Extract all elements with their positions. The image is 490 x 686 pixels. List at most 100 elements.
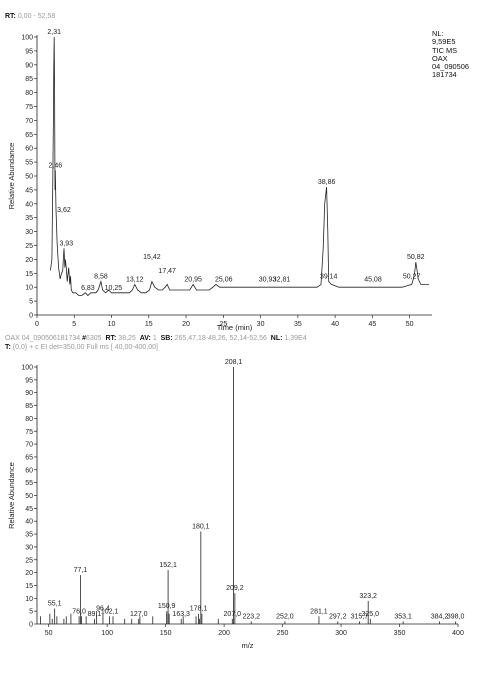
peak-label: 39,14 <box>320 274 338 281</box>
x-tick-label: 20 <box>182 321 190 328</box>
av-label: AV: <box>139 335 151 342</box>
x-tick-label: 5 <box>72 321 76 328</box>
y-tick-label: 90 <box>25 390 33 397</box>
peak-label: 38,86 <box>318 179 336 186</box>
peak-label: 223,2 <box>242 613 260 620</box>
y-tick-label: 50 <box>25 493 33 500</box>
x-tick-label: 35 <box>294 321 302 328</box>
y-tick-label: 95 <box>25 48 33 55</box>
peak-label: 10,25 <box>105 285 123 292</box>
y-tick-label: 10 <box>25 596 33 603</box>
peak-label: 32,81 <box>273 276 291 283</box>
x-axis-title: m/z <box>241 641 253 650</box>
nl-info-line: 04_090506 <box>432 62 469 72</box>
y-tick-label: 65 <box>25 132 33 139</box>
y-tick-label: 40 <box>25 519 33 526</box>
y-tick-label: 65 <box>25 454 33 461</box>
peak-label: 6,83 <box>81 285 95 292</box>
x-tick-label: 200 <box>218 630 230 637</box>
spectrum-nl-value: 1,39E4 <box>284 335 307 342</box>
peak-label: 2,31 <box>47 29 61 36</box>
peak-label: 55,1 <box>48 601 62 608</box>
peak-label: 163,3 <box>172 611 190 618</box>
filter-label: T: <box>5 344 11 351</box>
peak-label: 281,1 <box>310 608 328 615</box>
chromatogram-header: RT: 0,00 - 52,58 <box>5 13 55 20</box>
y-tick-label: 70 <box>25 442 33 449</box>
peak-label: 297,2 <box>329 613 347 620</box>
x-tick-label: 50 <box>45 630 53 637</box>
x-tick-label: 40 <box>331 321 339 328</box>
nl-info-line: TIC MS <box>432 45 458 55</box>
mass-spectrum-chart: 0 5 10 15 20 25 30 35 40 45 50 55 60 65 70 75 80 85 90 95 10… <box>7 359 465 650</box>
x-tick-label: 0 <box>35 321 39 328</box>
rt-range: 0,00 - 52,58 <box>17 13 56 20</box>
peak-label: 209,2 <box>226 585 244 592</box>
nl-info-line: 9,59E5 <box>432 37 456 47</box>
peak-label: 102,1 <box>101 608 119 615</box>
peak-label: 3,93 <box>59 240 73 247</box>
peak-label: 15,42 <box>143 254 161 261</box>
peak-label: 50,82 <box>407 254 425 261</box>
peak-label: 45,08 <box>364 276 382 283</box>
y-tick-label: 40 <box>25 201 33 208</box>
x-tick-label: 50 <box>406 321 414 328</box>
peak-label: 207,0 <box>224 611 242 618</box>
y-tick-label: 10 <box>25 285 33 292</box>
y-tick-label: 45 <box>25 506 33 513</box>
x-tick-label: 15 <box>145 321 153 328</box>
spectrum-header-line1: OAX 04_090506181734 #6305 RT: 38,25 AV: … <box>5 335 307 342</box>
nl-info-line: OAX <box>432 53 448 63</box>
y-tick-label: 50 <box>25 174 33 181</box>
y-tick-label: 60 <box>25 467 33 474</box>
peak-label: 25,06 <box>215 276 233 283</box>
y-axis-title: Relative Abundance <box>7 143 16 210</box>
peak-label: 17,47 <box>158 268 176 275</box>
y-tick-label: 5 <box>29 299 33 306</box>
y-tick-label: 25 <box>25 557 33 564</box>
x-tick-label: 25 <box>219 321 227 328</box>
peak-label: 30,93 <box>259 276 277 283</box>
peak-label: 180,1 <box>192 523 210 530</box>
spectrum-rt-value: 38,25 <box>118 335 136 342</box>
peak-label: 208,1 <box>225 359 243 366</box>
y-axis-title: Relative Abundance <box>7 462 16 529</box>
peak-label: 398,0 <box>447 613 465 620</box>
peak-label: 77,1 <box>74 567 88 574</box>
y-tick-label: 85 <box>25 76 33 83</box>
nl-info-line: 181734 <box>432 70 457 80</box>
spectrum-file: OAX 04_090506181734 <box>5 335 81 342</box>
x-tick-label: 300 <box>335 630 347 637</box>
rt-label: RT: <box>5 13 16 20</box>
y-tick-label: 55 <box>25 480 33 487</box>
x-tick-label: 30 <box>257 321 265 328</box>
scan-prefix: # <box>82 335 86 342</box>
peak-label: 315,7 <box>351 613 369 620</box>
peak-label: 89,1 <box>88 611 102 618</box>
peak-label: 2,46 <box>49 162 63 169</box>
peak-label: 3,62 <box>57 207 71 214</box>
x-tick-label: 100 <box>101 630 113 637</box>
y-tick-label: 55 <box>25 160 33 167</box>
av-value: 1 <box>152 335 157 342</box>
peak-label: 152,1 <box>159 562 177 569</box>
y-tick-label: 20 <box>25 257 33 264</box>
x-tick-label: 150 <box>160 630 172 637</box>
x-tick-label: 350 <box>394 630 406 637</box>
peak-label: 353,1 <box>394 613 412 620</box>
y-tick-label: 60 <box>25 146 33 153</box>
peak-label: 127,0 <box>130 611 148 618</box>
y-tick-label: 30 <box>25 229 33 236</box>
peak-label: 76,0 <box>72 608 86 615</box>
spectrum-nl-label: NL: <box>270 335 283 342</box>
nl-info-line: NL: <box>432 29 444 38</box>
peak-label: 20,95 <box>184 276 202 283</box>
x-tick-label: 10 <box>108 321 116 328</box>
y-tick-label: 90 <box>25 62 33 69</box>
y-tick-label: 5 <box>29 609 33 616</box>
y-tick-label: 95 <box>25 377 33 384</box>
peak-label: 323,2 <box>359 593 377 600</box>
chromatogram-chart: 0510152025303540455055606570758085909510… <box>7 29 432 332</box>
spectrum-rt-label: RT: <box>105 335 117 342</box>
y-tick-label: 20 <box>25 570 33 577</box>
